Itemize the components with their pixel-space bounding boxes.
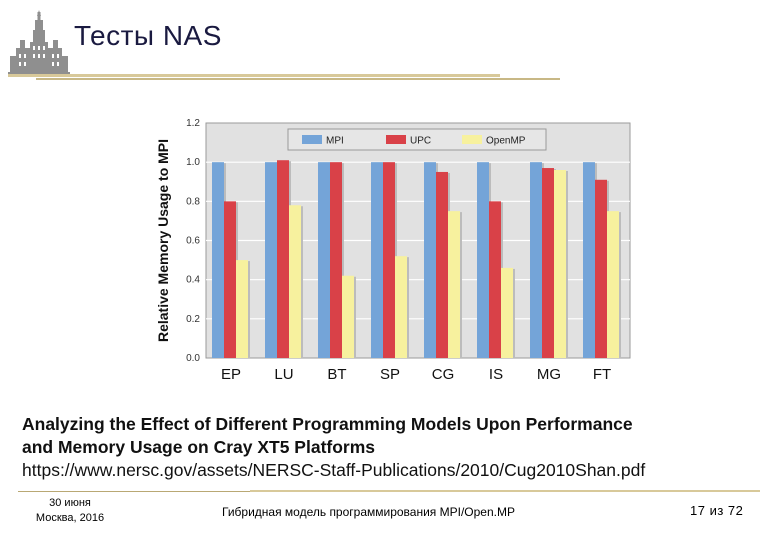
legend-swatch-upc xyxy=(386,135,406,144)
slide-title: Тесты NAS xyxy=(74,20,222,51)
bar-mpi-sp xyxy=(371,162,383,358)
y-tick-label: 1.2 xyxy=(186,118,200,129)
title-divider-secondary xyxy=(36,78,560,80)
x-tick-label-cg: CG xyxy=(432,366,455,383)
bar-openmp-cg xyxy=(448,211,460,358)
footer-divider-accent xyxy=(250,490,760,492)
bar-openmp-sp xyxy=(395,256,407,358)
footer-page-number: 17 из 72 xyxy=(690,503,744,518)
bar-mpi-ep xyxy=(212,162,224,358)
caption-url[interactable]: https://www.nersc.gov/assets/NERSC-Staff… xyxy=(22,460,646,480)
footer-date-line-2: Москва, 2016 xyxy=(35,512,105,524)
title-divider xyxy=(8,74,500,77)
bar-mpi-bt xyxy=(318,162,330,358)
bar-upc-ep xyxy=(224,201,236,358)
bar-openmp-bt xyxy=(342,275,354,358)
footer-date-line-1: 30 июня xyxy=(49,497,91,509)
slide-caption: Analyzing the Effect of Different Progra… xyxy=(22,413,762,482)
bar-upc-bt xyxy=(330,162,342,358)
x-tick-label-ep: EP xyxy=(221,366,241,383)
bar-mpi-lu xyxy=(265,162,277,358)
chart-legend: MPI UPC OpenMP xyxy=(287,128,547,151)
bar-upc-cg xyxy=(436,171,448,358)
bar-mpi-ft xyxy=(583,162,595,358)
y-tick-label: 0.2 xyxy=(186,314,200,325)
footer-presentation-title: Гибридная модель программирования MPI/Op… xyxy=(222,505,515,519)
university-logo xyxy=(8,10,70,75)
legend-swatch-mpi xyxy=(302,135,322,144)
bar-mpi-cg xyxy=(424,162,436,358)
x-tick-label-ft: FT xyxy=(593,366,611,383)
legend-swatch-openmp xyxy=(462,135,482,144)
legend-box xyxy=(287,128,547,151)
y-tick-label: 1.0 xyxy=(186,157,200,168)
caption-line-1: Analyzing the Effect of Different Progra… xyxy=(22,414,633,434)
y-tick-label: 0.4 xyxy=(186,275,200,286)
x-tick-label-sp: SP xyxy=(380,366,400,383)
x-tick-label-lu: LU xyxy=(274,366,293,383)
bar-upc-is xyxy=(489,201,501,358)
x-tick-label-mg: MG xyxy=(537,366,561,383)
bar-upc-mg xyxy=(542,168,554,358)
legend-label-upc: UPC xyxy=(410,136,431,147)
y-tick-label: 0.6 xyxy=(186,236,200,247)
bar-upc-ft xyxy=(595,179,607,358)
bar-openmp-lu xyxy=(289,205,301,358)
y-axis-label: Relative Memory Usage to MPI xyxy=(155,139,171,342)
bar-openmp-ep xyxy=(236,260,248,358)
bar-mpi-is xyxy=(477,162,489,358)
y-tick-label: 0.0 xyxy=(186,353,200,364)
legend-label-mpi: MPI xyxy=(326,136,344,147)
bar-openmp-mg xyxy=(554,170,566,358)
caption-line-2: and Memory Usage on Cray XT5 Platforms xyxy=(22,437,376,457)
bar-upc-sp xyxy=(383,162,395,358)
y-tick-label: 0.8 xyxy=(186,196,200,207)
legend-label-openmp: OpenMP xyxy=(486,136,526,147)
bar-mpi-mg xyxy=(530,162,542,358)
bar-openmp-is xyxy=(501,267,513,358)
memory-usage-bar-chart: 0.0 0.2 0.4 0.6 0.8 1.0 1.2 Relative Memory Usa… xyxy=(155,118,631,383)
footer-date: 30 июня Москва, 2016 xyxy=(24,496,116,526)
bar-upc-lu xyxy=(277,160,289,358)
bar-openmp-ft xyxy=(607,211,619,358)
x-tick-label-bt: BT xyxy=(327,366,346,383)
x-tick-label-is: IS xyxy=(489,366,503,383)
